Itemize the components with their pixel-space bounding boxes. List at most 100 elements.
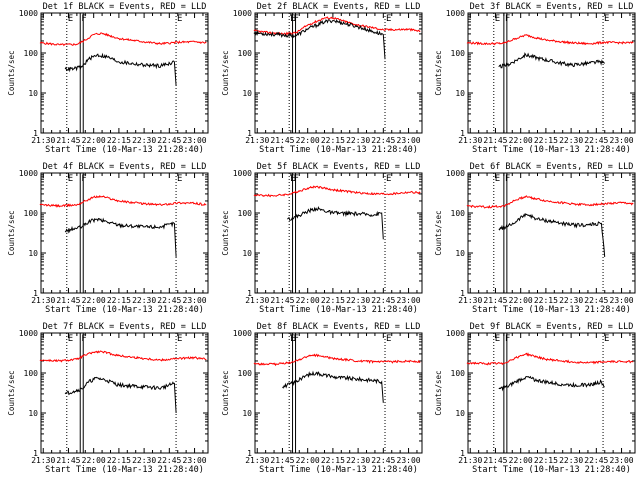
x-tick-label: 22:30	[559, 456, 583, 465]
panel-title: Det 8f BLACK = Events, RED = LLD	[257, 322, 421, 332]
panel-title: Det 6f BLACK = Events, RED = LLD	[470, 162, 634, 172]
x-tick-label: 22:15	[107, 296, 131, 305]
y-tick-label: 1	[460, 129, 465, 138]
y-tick-label: 100	[451, 369, 466, 378]
y-axis-label: Counts/sec	[434, 50, 443, 95]
x-tick-label: 22:15	[107, 456, 131, 465]
x-tick-label: 22:30	[132, 456, 156, 465]
lld-series-line	[466, 34, 634, 46]
events-series-line	[287, 205, 384, 240]
lld-series-line	[253, 185, 421, 198]
y-tick-label: 1000	[19, 9, 38, 18]
panel-title: Det 9f BLACK = Events, RED = LLD	[470, 322, 634, 332]
marker-label: E	[604, 174, 609, 184]
marker-label: E	[495, 334, 500, 344]
x-tick-label: 21:30	[458, 456, 482, 465]
marker-label: E	[386, 334, 391, 344]
plot-frame	[467, 12, 636, 134]
x-tick-label: 21:30	[458, 296, 482, 305]
x-tick-label: 21:30	[31, 456, 55, 465]
marker-label: E	[495, 174, 500, 184]
marker-label: F	[505, 174, 510, 184]
detector-panel: Det 2f BLACK = Events, RED = LLD 1 10 100 10…	[221, 2, 423, 155]
x-tick-label: 22:45	[371, 456, 395, 465]
x-tick-label: 21:45	[483, 456, 507, 465]
x-axis-label: Start Time (10-Mar-13 21:28:40)	[45, 305, 204, 315]
x-tick-label: 22:15	[321, 456, 345, 465]
y-tick-label: 1000	[233, 9, 252, 18]
x-tick-label: 22:30	[132, 136, 156, 145]
y-tick-label: 100	[451, 49, 466, 58]
y-tick-label: 1	[33, 289, 38, 298]
x-tick-label: 22:45	[157, 456, 181, 465]
x-tick-label: 22:45	[371, 296, 395, 305]
x-tick-label: 23:00	[397, 296, 421, 305]
x-axis-label: Start Time (10-Mar-13 21:28:40)	[45, 465, 204, 475]
y-axis-label: Counts/sec	[434, 210, 443, 255]
marker-label: F	[81, 334, 86, 344]
x-tick-label: 22:30	[559, 136, 583, 145]
y-tick-label: 100	[24, 369, 39, 378]
plot-frame	[254, 332, 423, 454]
marker-label: E	[386, 174, 391, 184]
lld-series-line	[466, 352, 634, 366]
detector-panel: Det 6f BLACK = Events, RED = LLD 1 10 100 10…	[434, 162, 636, 315]
detector-panel: Det 4f BLACK = Events, RED = LLD 1 10 100 10…	[7, 162, 209, 315]
y-axis-label: Counts/sec	[221, 50, 230, 95]
y-tick-label: 1	[247, 449, 252, 458]
x-tick-label: 22:00	[509, 296, 533, 305]
plot-frame	[467, 332, 636, 454]
x-tick-label: 21:45	[56, 136, 80, 145]
y-tick-label: 1000	[446, 9, 465, 18]
x-tick-label: 22:15	[534, 136, 558, 145]
y-tick-label: 1	[460, 449, 465, 458]
lld-series-line	[39, 350, 207, 363]
plot-frame	[467, 172, 636, 294]
x-tick-label: 21:30	[245, 456, 269, 465]
y-tick-label: 10	[455, 409, 465, 418]
marker-label: F	[294, 334, 299, 344]
y-tick-label: 1	[33, 449, 38, 458]
x-tick-label: 21:45	[270, 136, 294, 145]
x-tick-label: 21:30	[245, 296, 269, 305]
detector-panel: Det 5f BLACK = Events, RED = LLD 1 10 100 10…	[221, 162, 423, 315]
y-axis-label: Counts/sec	[221, 210, 230, 255]
marker-label: F	[81, 174, 86, 184]
marker-label: F	[505, 14, 510, 24]
x-axis-label: Start Time (10-Mar-13 21:28:40)	[472, 145, 631, 155]
events-series-line	[64, 217, 177, 257]
x-tick-label: 23:00	[183, 136, 207, 145]
y-tick-label: 1000	[19, 169, 38, 178]
x-axis-label: Start Time (10-Mar-13 21:28:40)	[259, 465, 418, 475]
y-axis-label: Counts/sec	[7, 50, 16, 95]
x-tick-label: 21:45	[270, 456, 294, 465]
x-tick-label: 23:00	[183, 456, 207, 465]
panel-title: Det 2f BLACK = Events, RED = LLD	[257, 2, 421, 12]
x-tick-label: 23:00	[610, 136, 634, 145]
x-tick-label: 22:30	[346, 296, 370, 305]
panel-title: Det 4f BLACK = Events, RED = LLD	[43, 162, 207, 172]
events-series-line	[498, 375, 605, 392]
x-tick-label: 22:00	[82, 136, 106, 145]
marker-label: E	[177, 174, 182, 184]
marker-label: E	[386, 14, 391, 24]
x-axis-label: Start Time (10-Mar-13 21:28:40)	[45, 145, 204, 155]
x-axis-label: Start Time (10-Mar-13 21:28:40)	[259, 305, 418, 315]
x-tick-label: 23:00	[610, 456, 634, 465]
marker-label: F	[505, 334, 510, 344]
lld-series-line	[253, 353, 421, 367]
y-tick-label: 1	[33, 129, 38, 138]
x-tick-label: 23:00	[397, 456, 421, 465]
marker-label: E	[68, 334, 73, 344]
marker-label: E	[68, 174, 73, 184]
marker-label: F	[294, 174, 299, 184]
x-tick-label: 22:15	[321, 296, 345, 305]
x-tick-label: 22:45	[157, 296, 181, 305]
marker-label: F	[294, 14, 299, 24]
y-tick-label: 1000	[446, 329, 465, 338]
plot-frame	[254, 12, 423, 134]
x-tick-label: 22:00	[296, 296, 320, 305]
x-tick-label: 23:00	[610, 296, 634, 305]
y-tick-label: 10	[455, 89, 465, 98]
